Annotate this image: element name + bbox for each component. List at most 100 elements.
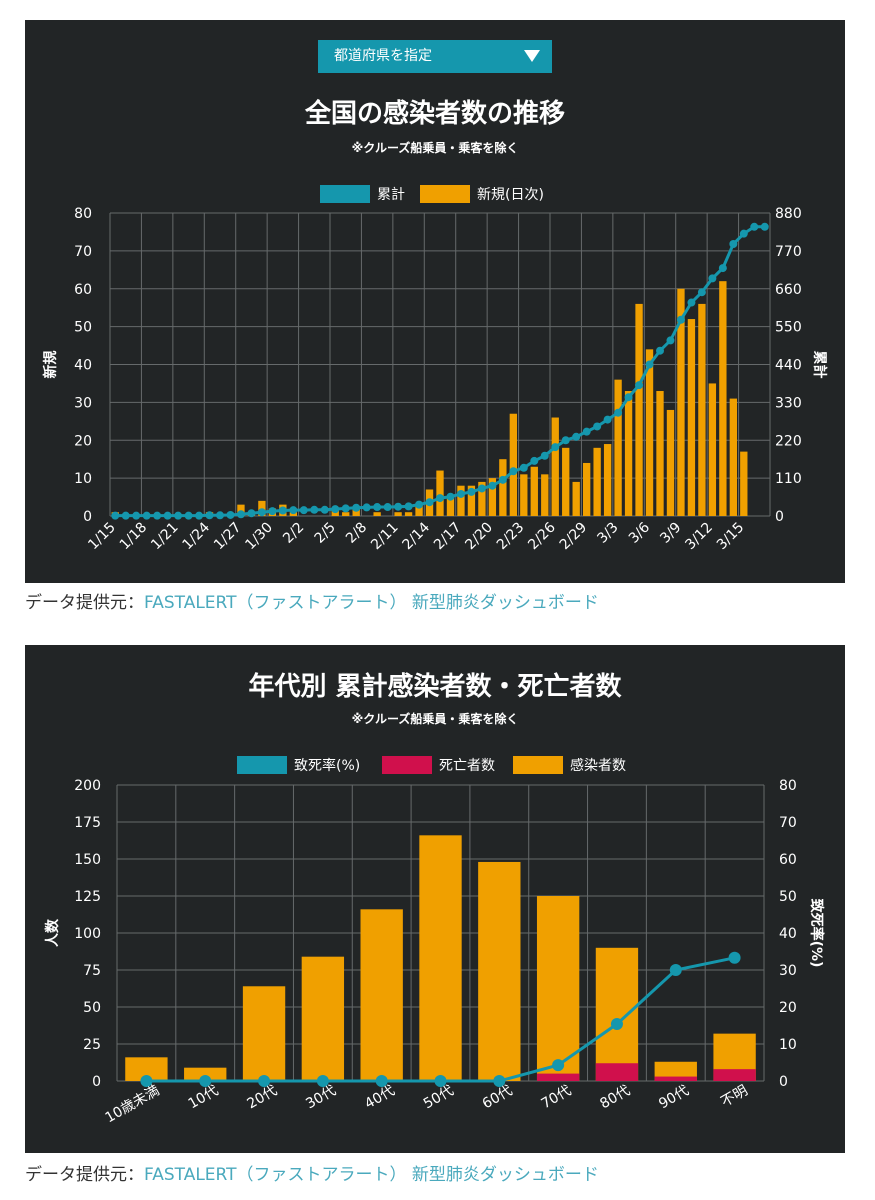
point-cumulative bbox=[352, 503, 361, 512]
x-tick-label: 不明 bbox=[718, 1083, 750, 1111]
bar-infections bbox=[478, 861, 521, 1081]
point-cumulative bbox=[331, 505, 340, 514]
point-cumulative bbox=[467, 487, 476, 496]
y-tick-left: 100 bbox=[74, 926, 101, 942]
x-tick-label: 90代 bbox=[656, 1083, 692, 1113]
bar-new-cases bbox=[551, 417, 559, 516]
point-cumulative bbox=[603, 415, 612, 424]
y-tick-left: 175 bbox=[74, 815, 101, 831]
y-tick-right: 60 bbox=[779, 852, 797, 868]
chevron-down-icon bbox=[524, 50, 540, 62]
bar-new-cases bbox=[478, 481, 486, 516]
bar-new-cases bbox=[603, 444, 612, 516]
y-axis-label-right: 致死率(%) bbox=[808, 899, 825, 968]
y-tick-right: 770 bbox=[775, 244, 802, 260]
point-fatality-rate bbox=[140, 1075, 153, 1087]
x-tick-label: 2/23 bbox=[494, 520, 528, 554]
y-tick-right: 0 bbox=[779, 1074, 788, 1090]
point-cumulative bbox=[132, 511, 141, 520]
bar-new-cases bbox=[342, 512, 350, 516]
prefecture-selector[interactable]: 都道府県を指定 bbox=[318, 40, 552, 73]
credit-prefix: データ提供元： bbox=[25, 593, 144, 613]
x-tick-label: 1/27 bbox=[211, 520, 245, 554]
point-cumulative bbox=[561, 436, 570, 445]
legend-swatch-cumulative bbox=[320, 185, 370, 203]
bar-infections bbox=[125, 1057, 168, 1081]
point-fatality-rate bbox=[610, 1018, 623, 1031]
point-cumulative bbox=[551, 443, 560, 452]
x-tick-label: 1/18 bbox=[117, 520, 151, 554]
bar-new-cases bbox=[467, 485, 476, 516]
bar-infections bbox=[536, 896, 580, 1081]
y-tick-right: 220 bbox=[775, 433, 802, 449]
point-cumulative bbox=[656, 346, 664, 355]
x-tick-label: 50代 bbox=[421, 1083, 457, 1113]
point-fatality-rate bbox=[493, 1075, 506, 1087]
point-cumulative bbox=[519, 463, 528, 472]
x-tick-label: 30代 bbox=[303, 1083, 339, 1113]
credit-link[interactable]: FASTALERT（ファストアラート） 新型肺炎ダッシュボード bbox=[144, 593, 599, 613]
bar-new-cases bbox=[572, 481, 580, 516]
bar-new-cases bbox=[740, 451, 748, 516]
point-cumulative bbox=[373, 503, 382, 512]
y-axis-label-left: 人数 bbox=[44, 918, 61, 947]
x-tick-label: 3/9 bbox=[657, 520, 684, 547]
bar-new-cases bbox=[457, 485, 465, 516]
y-tick-right: 80 bbox=[779, 778, 797, 794]
bar-new-cases bbox=[499, 459, 507, 516]
y-tick-right: 30 bbox=[779, 963, 797, 979]
point-cumulative bbox=[257, 508, 266, 517]
chart-subtitle: ※クルーズ船乗員・乗客を除く bbox=[352, 711, 519, 726]
y-tick-left: 50 bbox=[74, 320, 92, 336]
bar-new-cases bbox=[509, 413, 517, 516]
legend-swatch-fatality-rate bbox=[237, 756, 287, 774]
point-cumulative bbox=[509, 467, 518, 476]
legend-label-infections: 感染者数 bbox=[570, 757, 626, 774]
bar-new-cases bbox=[541, 474, 549, 516]
bar-new-cases bbox=[656, 391, 664, 516]
point-cumulative bbox=[163, 511, 172, 520]
point-fatality-rate bbox=[669, 964, 682, 976]
point-fatality-rate bbox=[552, 1059, 565, 1072]
bar-infections bbox=[419, 835, 462, 1081]
point-fatality-rate bbox=[258, 1075, 271, 1087]
x-tick-label: 3/15 bbox=[714, 520, 748, 554]
x-tick-label: 20代 bbox=[244, 1083, 280, 1113]
point-cumulative bbox=[362, 503, 371, 512]
bar-new-cases bbox=[404, 512, 413, 516]
point-cumulative bbox=[394, 502, 403, 511]
y-tick-left: 25 bbox=[83, 1037, 101, 1053]
point-cumulative bbox=[205, 511, 214, 520]
point-cumulative bbox=[498, 475, 507, 484]
point-cumulative bbox=[153, 511, 162, 520]
point-cumulative bbox=[687, 298, 696, 307]
point-cumulative bbox=[111, 511, 120, 520]
x-tick-label: 2/17 bbox=[431, 520, 465, 554]
x-tick-label: 1/21 bbox=[148, 520, 182, 554]
x-tick-label: 80代 bbox=[597, 1083, 633, 1113]
bar-deaths bbox=[595, 1063, 639, 1081]
bar-new-cases bbox=[677, 288, 685, 516]
bar-new-cases bbox=[583, 462, 591, 516]
x-tick-label: 2/20 bbox=[462, 520, 496, 554]
point-fatality-rate bbox=[728, 951, 741, 964]
chart-title: 全国の感染者数の推移 bbox=[304, 98, 565, 129]
bar-new-cases bbox=[719, 281, 727, 516]
point-cumulative bbox=[404, 502, 413, 511]
legend-label-deaths: 死亡者数 bbox=[439, 758, 495, 774]
point-cumulative bbox=[247, 509, 256, 518]
credit-link[interactable]: FASTALERT（ファストアラート） 新型肺炎ダッシュボード bbox=[144, 1165, 599, 1185]
y-tick-left: 150 bbox=[74, 852, 101, 868]
bar-new-cases bbox=[687, 319, 696, 516]
point-cumulative bbox=[415, 500, 424, 509]
bar-infections bbox=[242, 986, 286, 1081]
point-cumulative bbox=[676, 315, 685, 324]
y-tick-left: 75 bbox=[83, 963, 101, 979]
point-cumulative bbox=[614, 408, 623, 417]
bar-infections bbox=[654, 1061, 697, 1081]
bar-new-cases bbox=[446, 497, 455, 516]
point-cumulative bbox=[456, 489, 465, 498]
y-tick-right: 20 bbox=[779, 1000, 797, 1016]
x-tick-label: 3/12 bbox=[682, 520, 716, 554]
